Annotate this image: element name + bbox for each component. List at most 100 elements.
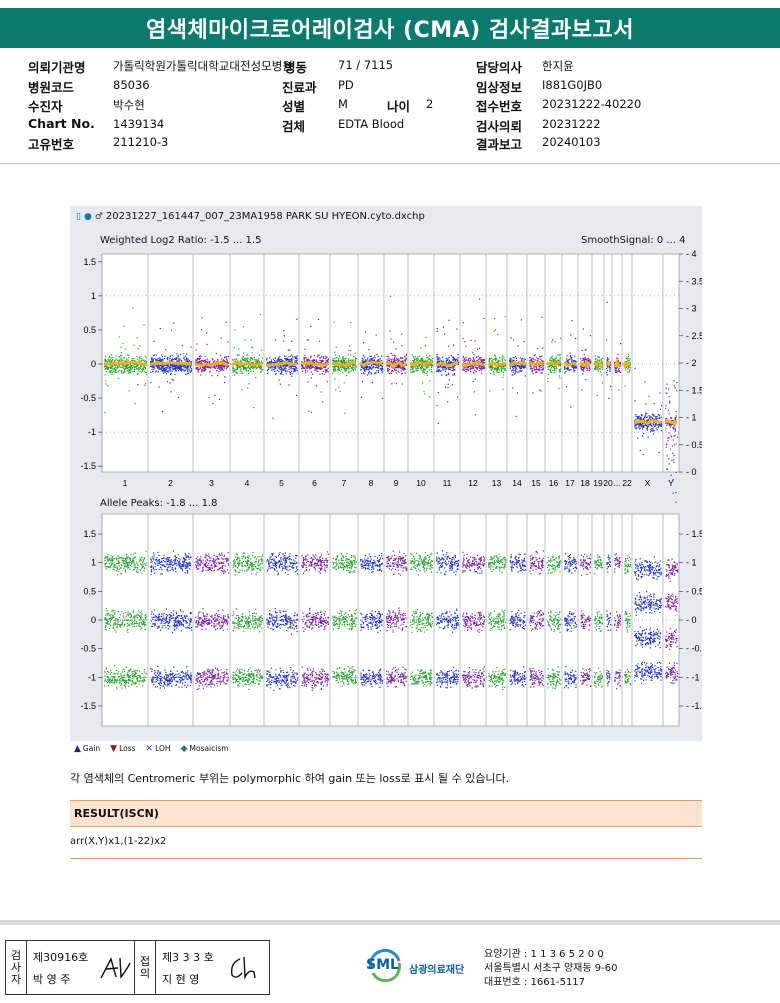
allele-point	[112, 616, 114, 618]
log2-point	[515, 367, 517, 369]
log2-point	[366, 365, 368, 367]
log2-point	[123, 372, 125, 374]
log2-point	[169, 360, 171, 362]
allele-point	[131, 563, 133, 565]
log2-point	[595, 358, 597, 360]
allele-point	[144, 676, 146, 678]
log2-point	[441, 361, 443, 363]
log2-point	[673, 454, 675, 456]
log2-point	[251, 362, 253, 364]
log2-point	[199, 362, 202, 364]
log2-point	[188, 359, 191, 361]
log2-point	[218, 366, 220, 368]
log2-point	[659, 417, 661, 419]
info-label: 접수번호	[476, 99, 523, 114]
log2-point	[451, 367, 453, 369]
allele-point	[127, 567, 129, 569]
log2-point	[583, 366, 585, 368]
log2-point	[120, 352, 123, 354]
log2-point	[289, 349, 291, 351]
log2-point	[137, 370, 139, 372]
log2-point	[423, 369, 425, 371]
log2-point	[132, 366, 134, 368]
log2-point	[655, 427, 657, 429]
log2-point	[365, 366, 367, 368]
log2-point	[105, 360, 107, 362]
log2-point	[136, 368, 138, 370]
log2-point	[212, 359, 214, 361]
allele-point	[134, 563, 136, 565]
log2-point	[310, 356, 312, 358]
log2-point	[223, 365, 225, 367]
log2-point	[397, 366, 399, 368]
log2-point	[326, 370, 328, 372]
log2-point	[539, 389, 541, 391]
log2-point	[677, 436, 679, 438]
allele-point	[110, 616, 112, 618]
log2-point	[144, 371, 146, 373]
log2-point	[548, 366, 550, 368]
log2-point	[619, 365, 621, 367]
log2-point	[495, 356, 497, 358]
log2-point	[332, 360, 334, 362]
allele-point	[114, 680, 116, 682]
log2-point	[186, 361, 189, 363]
log2-point	[564, 367, 566, 369]
log2-point	[594, 367, 596, 369]
log2-point	[673, 444, 675, 446]
allele-point	[144, 621, 146, 623]
log2-point	[673, 426, 675, 428]
allele-point	[128, 613, 130, 615]
log2-point	[648, 395, 650, 397]
log2-point	[364, 369, 366, 371]
log2-point	[647, 436, 649, 438]
log2-point	[413, 362, 415, 364]
log2-point	[250, 366, 252, 368]
log2-point	[675, 471, 677, 474]
log2-point	[512, 387, 514, 389]
log2-point	[172, 363, 174, 365]
log2-point	[179, 366, 181, 368]
log2-point	[311, 373, 314, 375]
log2-point	[601, 366, 604, 368]
log2-point	[275, 372, 277, 374]
log2-point	[234, 371, 236, 373]
log2-point	[137, 348, 139, 350]
log2-point	[637, 423, 639, 425]
log2-point	[515, 357, 517, 359]
allele-point	[125, 681, 127, 683]
log2-point	[440, 365, 442, 367]
log2-point	[448, 372, 450, 375]
log2-point	[278, 360, 280, 362]
log2-point	[653, 414, 655, 416]
log2-point	[302, 365, 304, 367]
log2-point	[177, 365, 179, 367]
log2-point	[449, 366, 451, 369]
allele-point	[127, 558, 129, 560]
log2-point	[469, 366, 471, 368]
log2-point	[665, 387, 667, 389]
log2-point	[362, 354, 365, 356]
log2-point	[616, 369, 618, 372]
log2-point	[655, 423, 657, 425]
allele-point	[115, 558, 117, 560]
log2-point	[276, 359, 278, 362]
log2-point	[392, 367, 394, 369]
log2-point	[574, 367, 577, 369]
log2-point	[670, 474, 672, 476]
log2-point	[558, 364, 560, 366]
log2-point	[117, 360, 119, 362]
log2-point	[152, 365, 154, 367]
log2-point	[323, 366, 325, 368]
log2-point	[363, 368, 365, 370]
log2-point	[547, 377, 549, 380]
log2-point	[676, 390, 678, 392]
log2-point	[553, 365, 555, 368]
log2-point	[587, 358, 589, 360]
log2-point	[324, 357, 326, 359]
log2-point	[267, 372, 269, 374]
log2-point	[446, 374, 448, 376]
log2-point	[554, 359, 556, 361]
allele-point	[116, 688, 118, 690]
log2-point	[335, 370, 337, 372]
